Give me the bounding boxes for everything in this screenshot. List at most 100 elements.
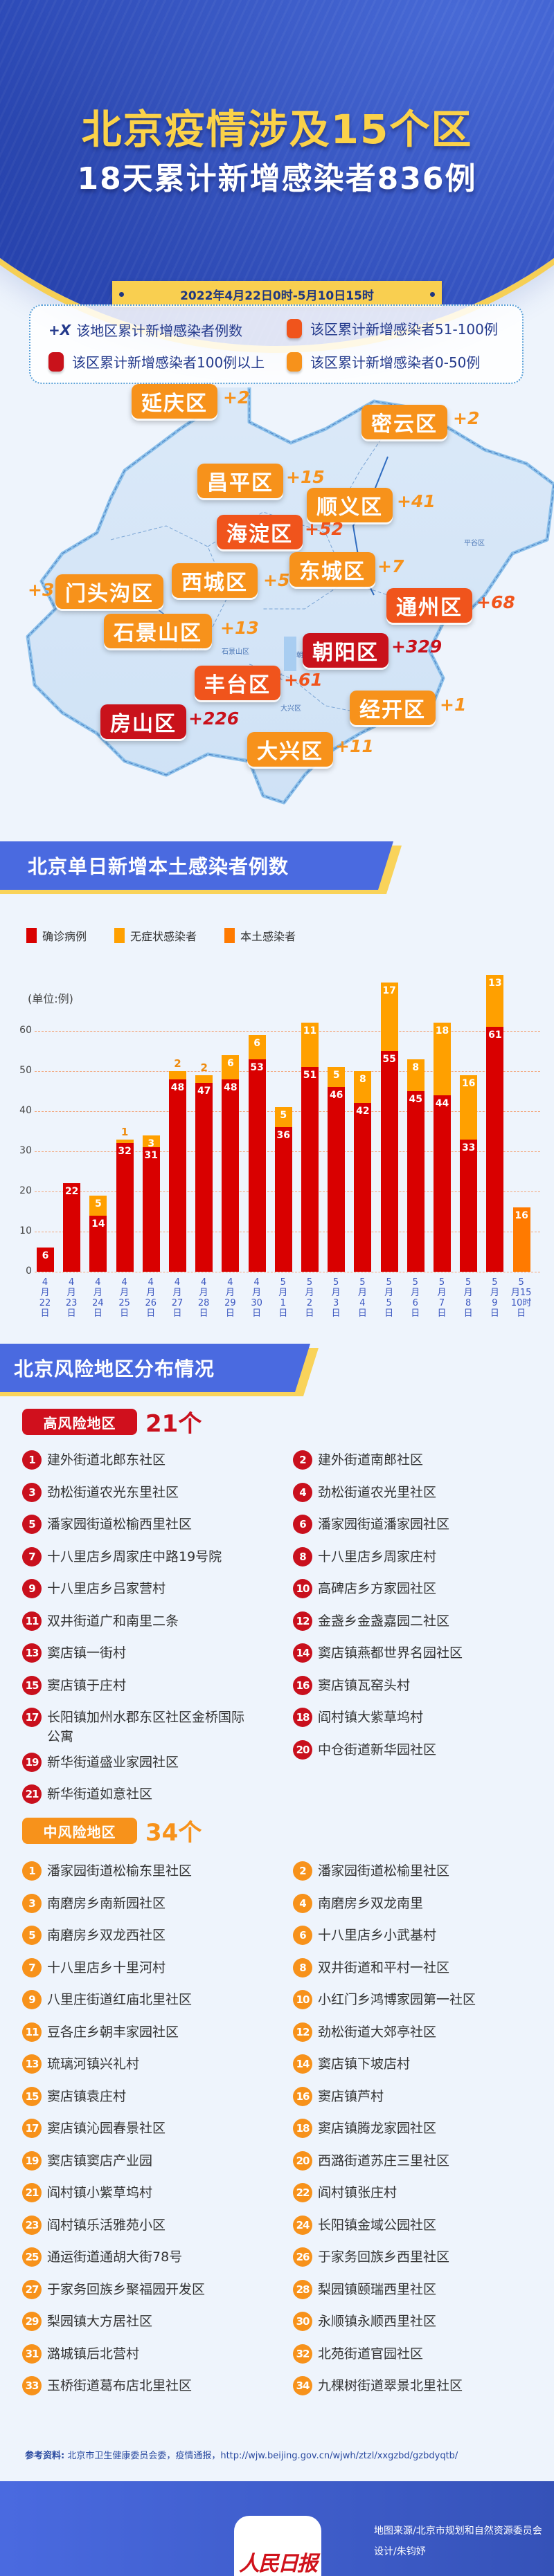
district-count-mentougou: +3	[28, 580, 55, 600]
number-badge-icon: 11	[22, 1611, 42, 1631]
credits: 地图来源/北京市规划和自然资源委员会 设计/朱钧妤	[374, 2521, 542, 2562]
bar-value-label: 45	[409, 1094, 423, 1105]
number-badge-icon: 7	[22, 1957, 42, 1977]
bar-5: 48 2	[169, 1017, 186, 1272]
number-badge-icon: 13	[22, 1643, 42, 1663]
dark-red-swatch-icon	[48, 351, 64, 372]
bar-13: 55 17	[380, 983, 398, 1272]
high-risk-list-item: 2 建外街道南郎社区	[293, 1450, 542, 1470]
legend-100-plus: 该区累计新增感染者100例以上	[48, 351, 265, 372]
footer: 人民日报 健康客户端 地图来源/北京市规划和自然资源委员会 设计/朱钧妤	[0, 2481, 554, 2576]
mid-risk-list-item: 9 八里庄街道红庙北里社区	[22, 1990, 251, 2009]
bar-segment-无症状感染者	[354, 1071, 372, 1104]
bar-segment-无症状感染者	[116, 1139, 134, 1144]
number-badge-icon: 28	[293, 2279, 312, 2299]
mid-risk-list-item: 2 潘家园街道松榆里社区	[293, 1861, 542, 1881]
number-badge-icon: 9	[22, 1579, 42, 1598]
number-badge-icon: 30	[293, 2312, 312, 2331]
number-badge-icon: 3	[22, 1482, 42, 1502]
bar-17: 61 13	[486, 974, 504, 1272]
bullet-dot-icon	[119, 292, 124, 297]
mid-risk-list-item: 15 窦店镇袁庄村	[22, 2086, 251, 2106]
bar-segment-确诊病例	[328, 1087, 346, 1272]
bar-10: 51 11	[301, 1017, 319, 1272]
bar-11: 46 5	[328, 1017, 346, 1272]
high-risk-count: 21个	[145, 1410, 202, 1438]
bar-value-label: 18	[435, 1025, 449, 1037]
bar-segment-确诊病例	[195, 1083, 213, 1272]
number-badge-icon: 12	[293, 1611, 312, 1631]
mid-risk-list-item: 18 窦店镇腾龙家园社区	[293, 2119, 542, 2138]
bar-value-label: 55	[382, 1054, 396, 1065]
x-axis-label: 4 月 28 日	[197, 1277, 210, 1319]
number-badge-icon: 29	[22, 2312, 42, 2331]
subtitle: 18天累计新增感染者836例	[77, 161, 477, 197]
number-badge-icon: 9	[22, 1990, 42, 2009]
number-badge-icon: 4	[293, 1893, 312, 1913]
district-tag-dongcheng: 东城区	[289, 552, 375, 587]
bar-segment-确诊病例	[248, 1059, 266, 1272]
district-tag-fangshan: 房山区	[100, 704, 186, 739]
bar-0: 6	[37, 1017, 54, 1272]
bar-segment-确诊病例	[460, 1139, 478, 1272]
bar-value-label: 61	[488, 1030, 502, 1041]
bar-12: 42 8	[354, 1017, 372, 1272]
district-count-daxing: +11	[335, 736, 374, 756]
bar-segment-确诊病例	[169, 1079, 186, 1272]
high-risk-list-item: 5 潘家园街道松榆西里社区	[22, 1515, 251, 1534]
date-range-text: 2022年4月22日0时-5月10日15时	[180, 289, 374, 303]
bar-2: 14 5	[89, 1017, 107, 1272]
district-tag-haidian: 海淀区	[217, 515, 303, 549]
number-badge-icon: 3	[22, 1893, 42, 1913]
bar-7: 48 6	[222, 1017, 240, 1272]
high-risk-list-item: 14 窦店镇燕都世界名园社区	[293, 1643, 542, 1663]
high-risk-list-item: 9 十八里店乡吕家营村	[22, 1579, 251, 1598]
bar-value-label: 46	[329, 1090, 343, 1102]
bar-15: 44 18	[434, 1017, 451, 1272]
bar-segment-无症状感染者	[222, 1054, 240, 1079]
number-badge-icon: 10	[293, 1579, 312, 1598]
bar-value-label: 5	[280, 1110, 287, 1122]
references-text[interactable]: 北京市卫生健康委员会委，疫情通报，http://wjw.beijing.gov.…	[67, 2451, 458, 2461]
bar-segment-确诊病例	[63, 1183, 81, 1272]
number-badge-icon: 20	[293, 2150, 312, 2171]
bar-value-label: 31	[144, 1150, 159, 1162]
district-count-shijingshan: +13	[220, 618, 259, 638]
bar-segment-确诊病例	[434, 1095, 451, 1272]
bar-segment-无症状感染者	[434, 1023, 451, 1095]
high-risk-list-item: 3 劲松街道农光东里社区	[22, 1482, 251, 1502]
bar-value-label: 32	[118, 1146, 132, 1158]
mid-risk-list-item: 25 通运街道通胡大街78号	[22, 2247, 251, 2267]
high-risk-list-item: 12 金盏乡金盏嘉园二社区	[293, 1611, 542, 1631]
bar-value-label: 36	[276, 1130, 291, 1142]
mid-risk-list-item: 10 小红门乡鸿博家园第一社区	[293, 1990, 542, 2009]
number-badge-icon: 32	[293, 2344, 312, 2364]
high-risk-list-item: 4 劲松街道农光里社区	[293, 1482, 542, 1502]
district-tag-yanqing: 延庆区	[132, 384, 217, 419]
bar-segment-确诊病例	[274, 1127, 292, 1272]
mid-risk-list-item: 1 潘家园街道松榆东里社区	[22, 1861, 251, 1881]
bar-value-label: 16	[461, 1077, 476, 1089]
number-badge-icon: 27	[22, 2279, 42, 2299]
district-tag-daxing: 大兴区	[247, 732, 333, 767]
high-risk-list-item: 8 十八里店乡周家庄村	[293, 1546, 542, 1566]
number-badge-icon: 16	[293, 2086, 312, 2106]
map-source-credit: 地图来源/北京市规划和自然资源委员会	[374, 2525, 542, 2537]
y-tick-label: 40	[19, 1105, 32, 1116]
x-axis-label: 5 月15 10时日	[510, 1277, 532, 1319]
x-axis-label: 4 月 25 日	[118, 1277, 130, 1319]
district-count-dongcheng: +7	[377, 556, 404, 576]
bar-segment-确诊病例	[354, 1103, 372, 1272]
mid-risk-list-item: 29 梨园镇大方居社区	[22, 2312, 251, 2331]
mid-risk-list-item: 12 劲松街道大郊亭社区	[293, 2022, 542, 2042]
orange-square-icon	[224, 928, 235, 943]
y-tick-label: 60	[19, 1025, 32, 1036]
bar-segment-无症状感染者	[89, 1195, 107, 1216]
bar-segment-本土感染者	[512, 1207, 530, 1272]
map-legend: +X 该地区累计新增感染者例数 该区累计新增感染者51-100例 该区累计新增感…	[29, 304, 524, 384]
number-badge-icon: 25	[22, 2247, 42, 2267]
high-risk-list-item: 16 窦店镇瓦窑头村	[293, 1675, 542, 1695]
mid-risk-list-item: 13 琉璃河镇兴礼村	[22, 2054, 251, 2074]
